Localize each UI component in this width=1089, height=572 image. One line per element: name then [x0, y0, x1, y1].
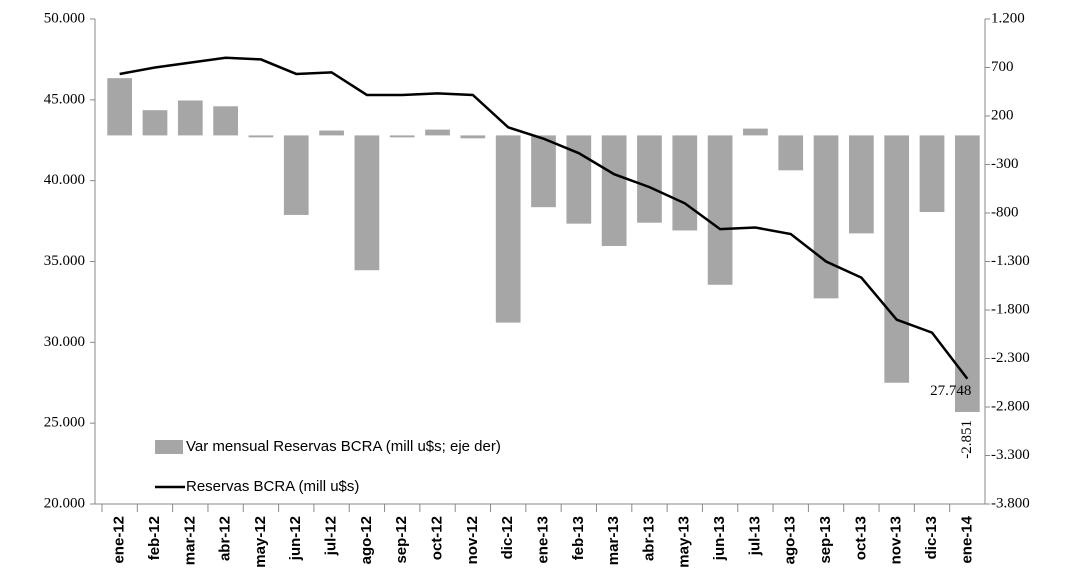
x-tick-label: oct-13 [852, 516, 869, 560]
x-tick-label: sep-13 [817, 516, 834, 564]
x-tick-label: jun-13 [711, 516, 728, 561]
bar [601, 135, 627, 246]
bar [213, 106, 238, 136]
y-tick-label: 25.000 [44, 415, 85, 431]
y2-tick-label: -1.300 [991, 253, 1030, 269]
bar [319, 130, 344, 136]
y2-tick-label: -2.300 [991, 350, 1030, 366]
x-tick-label: ene-14 [958, 515, 975, 563]
y2-tick-label: 700 [991, 59, 1014, 75]
y-tick-label: 50.000 [44, 10, 85, 26]
y2-tick-label: -1.800 [991, 301, 1030, 317]
y2-tick-label: 1.200 [991, 10, 1025, 26]
bar [707, 135, 733, 285]
bar [425, 129, 450, 136]
bar [672, 135, 698, 231]
x-tick-label: jun-12 [287, 516, 304, 561]
bar [177, 100, 203, 136]
bar [107, 78, 133, 136]
y2-tick-label: -300 [991, 156, 1019, 172]
x-tick-label: ago-12 [358, 516, 375, 564]
x-tick-label: ago-13 [782, 516, 799, 564]
x-tick-label: mar-12 [181, 516, 198, 565]
bar [637, 135, 662, 223]
x-tick-label: may-13 [676, 516, 693, 568]
bar [248, 135, 274, 138]
y2-tick-label: 200 [991, 107, 1014, 123]
bar [354, 135, 380, 271]
x-tick-label: abr-12 [217, 516, 234, 561]
y-tick-label: 35.000 [44, 253, 85, 269]
bar [389, 135, 415, 138]
legend-label: Var mensual Reservas BCRA (mill u$s; eje… [186, 438, 501, 455]
bar [460, 135, 486, 139]
x-tick-label: oct-12 [429, 516, 446, 560]
x-tick-label: mar-13 [605, 516, 622, 565]
x-tick-label: feb-13 [570, 516, 587, 560]
x-tick-label: jul-13 [746, 516, 763, 556]
bar [849, 135, 874, 234]
x-tick-label: abr-13 [640, 516, 657, 561]
bar [919, 135, 945, 213]
y-tick-label: 30.000 [44, 334, 85, 350]
bar [142, 110, 168, 136]
y2-tick-label: -2.800 [991, 398, 1030, 414]
x-tick-label: ene-12 [111, 516, 128, 564]
bar [495, 135, 521, 323]
bar [813, 135, 839, 299]
bar [531, 135, 556, 208]
y2-tick-label: -3.800 [991, 495, 1030, 511]
y-tick-label: 40.000 [44, 172, 85, 188]
x-tick-label: dic-12 [499, 516, 516, 559]
x-tick-label: jul-12 [323, 516, 340, 556]
x-tick-label: nov-12 [464, 516, 481, 564]
bar [283, 135, 309, 215]
legend-label: Reservas BCRA (mill u$s) [186, 478, 359, 495]
y2-tick-label: -800 [991, 204, 1019, 220]
x-tick-label: feb-12 [146, 516, 163, 560]
legend-swatch [155, 440, 183, 454]
x-tick-label: sep-12 [393, 516, 410, 564]
line [119, 56, 969, 380]
line-value-label: 27.748 [930, 383, 971, 399]
x-tick-label: nov-13 [888, 516, 905, 564]
y-tick-label: 20.000 [44, 495, 85, 511]
x-tick-label: may-12 [252, 516, 269, 568]
bar-value-label: -2.851 [959, 420, 975, 459]
x-tick-label: dic-13 [923, 516, 940, 559]
y-tick-label: 45.000 [44, 91, 85, 107]
bar [778, 135, 804, 171]
bar [954, 135, 980, 412]
bar [743, 128, 768, 136]
y2-tick-label: -3.300 [991, 447, 1030, 463]
x-tick-label: ene-13 [534, 516, 551, 564]
bar [884, 135, 910, 383]
